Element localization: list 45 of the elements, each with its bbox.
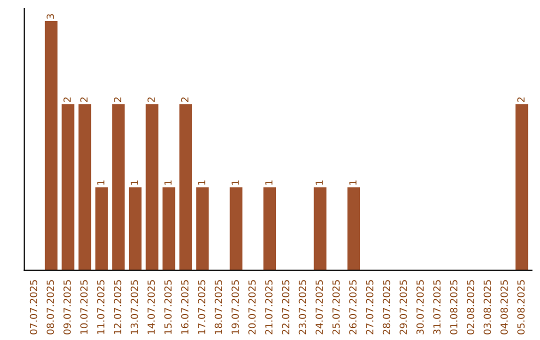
data-label: 2: [63, 97, 71, 102]
x-tick-label: 08.07.2025: [46, 280, 54, 334]
data-label: 1: [198, 180, 206, 185]
x-tick-label: 26.07.2025: [349, 280, 357, 334]
x-tick-label: 24.07.2025: [316, 280, 323, 334]
x-tick-label: 23.07.2025: [298, 280, 306, 334]
x-tick-label: 03.08.2025: [484, 280, 492, 334]
x-tick-label: 07.07.2025: [30, 280, 38, 334]
x-tick-label: 30.07.2025: [416, 280, 424, 334]
x-tick-label: 11.07.2025: [97, 280, 104, 334]
x-tick-label: 17.07.2025: [198, 280, 206, 334]
data-label: 2: [114, 97, 122, 102]
x-tick-label: 14.07.2025: [148, 280, 155, 334]
x-tick-label: 31.07.2025: [433, 280, 441, 334]
x-tick-label: 25.07.2025: [332, 280, 340, 334]
x-tick-label: 22.07.2025: [282, 280, 290, 334]
data-label: 2: [148, 97, 155, 102]
x-tick-label: 27.07.2025: [366, 280, 374, 334]
data-label: 1: [130, 180, 138, 185]
data-label: 3: [46, 14, 54, 19]
x-tick-label: 12.07.2025: [114, 280, 122, 334]
x-tick-label: 10.07.2025: [80, 280, 88, 334]
x-tick-label: 29.07.2025: [400, 280, 407, 334]
x-tick-label: 13.07.2025: [130, 280, 138, 334]
x-tick-label: 28.07.2025: [382, 280, 390, 334]
data-label: 1: [265, 180, 272, 185]
data-label: 1: [316, 180, 323, 185]
x-tick-label: 15.07.2025: [164, 280, 172, 334]
x-tick-label: 05.08.2025: [517, 280, 525, 334]
data-label: 1: [164, 180, 172, 185]
data-label: 1: [232, 180, 239, 185]
data-label: 2: [181, 97, 188, 102]
x-tick-label: 19.07.2025: [232, 280, 239, 334]
data-label: 2: [80, 97, 88, 102]
data-label: 1: [97, 180, 104, 185]
x-tick-label: 21.07.2025: [265, 280, 273, 334]
x-tick-label: 18.07.2025: [214, 280, 222, 334]
x-tick-label: 02.08.2025: [466, 280, 474, 334]
data-label: 1: [349, 180, 356, 185]
data-label: 2: [517, 97, 524, 102]
x-tick-label: 20.07.2025: [248, 280, 256, 334]
x-tick-label: 01.08.2025: [450, 280, 458, 334]
x-tick-label: 16.07.2025: [181, 280, 188, 334]
x-tick-label: 09.07.2025: [63, 280, 71, 334]
x-tick-label: 04.08.2025: [500, 280, 508, 334]
